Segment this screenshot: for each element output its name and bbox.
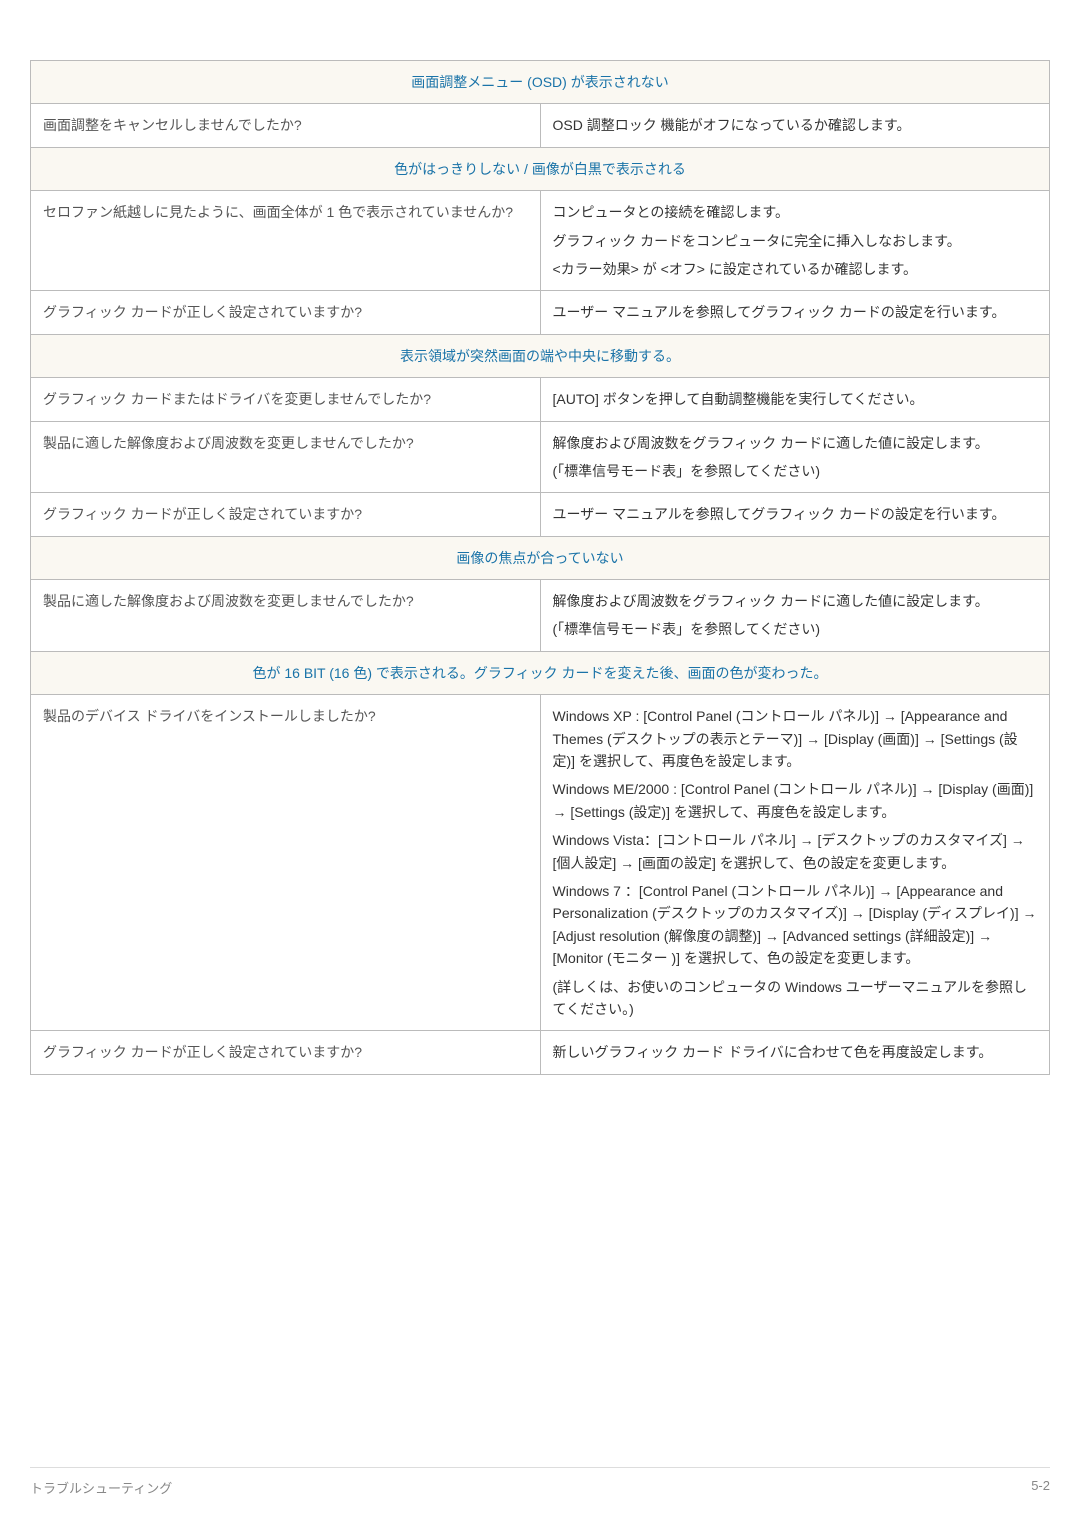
section-header: 表示領域が突然画面の端や中央に移動する。 (31, 334, 1050, 377)
answer-paragraph: <カラー効果> が <オフ> に設定されているか確認します。 (553, 258, 1038, 280)
answer-cell: [AUTO] ボタンを押して自動調整機能を実行してください。 (540, 378, 1050, 421)
answer-paragraph: ユーザー マニュアルを参照してグラフィック カードの設定を行います。 (553, 503, 1038, 525)
answer-paragraph: 新しいグラフィック カード ドライバに合わせて色を再度設定します。 (553, 1041, 1038, 1063)
answer-cell: Windows XP : [Control Panel (コントロール パネル)… (540, 695, 1050, 1031)
answer-paragraph: Windows XP : [Control Panel (コントロール パネル)… (553, 705, 1038, 772)
question-cell: 製品に適した解像度および周波数を変更しませんでしたか? (31, 580, 541, 652)
troubleshooting-table: 画面調整メニュー (OSD) が表示されない画面調整をキャンセルしませんでしたか… (30, 60, 1050, 1075)
question-cell: グラフィック カードが正しく設定されていますか? (31, 1031, 541, 1074)
answer-paragraph: Windows 7 ：[Control Panel (コントロール パネル)] … (553, 880, 1038, 970)
answer-cell: コンピュータとの接続を確認します。グラフィック カードをコンピュータに完全に挿入… (540, 191, 1050, 291)
answer-paragraph: 解像度および周波数をグラフィック カードに適した値に設定します。 (553, 432, 1038, 454)
footer-left: トラブルシューティング (30, 1478, 172, 1497)
answer-cell: 新しいグラフィック カード ドライバに合わせて色を再度設定します。 (540, 1031, 1050, 1074)
question-cell: 製品に適した解像度および周波数を変更しませんでしたか? (31, 421, 541, 493)
answer-paragraph: ユーザー マニュアルを参照してグラフィック カードの設定を行います。 (553, 301, 1038, 323)
answer-cell: OSD 調整ロック 機能がオフになっているか確認します。 (540, 104, 1050, 147)
answer-paragraph: OSD 調整ロック 機能がオフになっているか確認します。 (553, 114, 1038, 136)
answer-paragraph: (「標準信号モード表」を参照してください) (553, 618, 1038, 640)
answer-cell: ユーザー マニュアルを参照してグラフィック カードの設定を行います。 (540, 493, 1050, 536)
question-cell: グラフィック カードが正しく設定されていますか? (31, 291, 541, 334)
answer-paragraph: (「標準信号モード表」を参照してください) (553, 460, 1038, 482)
answer-paragraph: 解像度および周波数をグラフィック カードに適した値に設定します。 (553, 590, 1038, 612)
page-footer: トラブルシューティング 5-2 (30, 1467, 1050, 1497)
answer-paragraph: コンピュータとの接続を確認します。 (553, 201, 1038, 223)
question-cell: 製品のデバイス ドライバをインストールしましたか? (31, 695, 541, 1031)
footer-right: 5-2 (1031, 1478, 1050, 1497)
section-header: 色が 16 BIT (16 色) で表示される。グラフィック カードを変えた後、… (31, 651, 1050, 694)
answer-paragraph: Windows Vista：[コントロール パネル] → [デスクトップのカスタ… (553, 829, 1038, 874)
answer-paragraph: (詳しくは、お使いのコンピュータの Windows ユーザーマニュアルを参照して… (553, 976, 1038, 1021)
question-cell: グラフィック カードまたはドライバを変更しませんでしたか? (31, 378, 541, 421)
answer-paragraph: [AUTO] ボタンを押して自動調整機能を実行してください。 (553, 388, 1038, 410)
question-cell: 画面調整をキャンセルしませんでしたか? (31, 104, 541, 147)
section-header: 画像の焦点が合っていない (31, 536, 1050, 579)
answer-cell: 解像度および周波数をグラフィック カードに適した値に設定します。 (「標準信号モー… (540, 421, 1050, 493)
answer-paragraph: グラフィック カードをコンピュータに完全に挿入しなおします。 (553, 230, 1038, 252)
answer-paragraph: Windows ME/2000 : [Control Panel (コントロール… (553, 778, 1038, 823)
question-cell: セロファン紙越しに見たように、画面全体が 1 色で表示されていませんか? (31, 191, 541, 291)
answer-cell: ユーザー マニュアルを参照してグラフィック カードの設定を行います。 (540, 291, 1050, 334)
answer-cell: 解像度および周波数をグラフィック カードに適した値に設定します。 (「標準信号モー… (540, 580, 1050, 652)
question-cell: グラフィック カードが正しく設定されていますか? (31, 493, 541, 536)
section-header: 色がはっきりしない / 画像が白黒で表示される (31, 147, 1050, 190)
section-header: 画面調整メニュー (OSD) が表示されない (31, 61, 1050, 104)
